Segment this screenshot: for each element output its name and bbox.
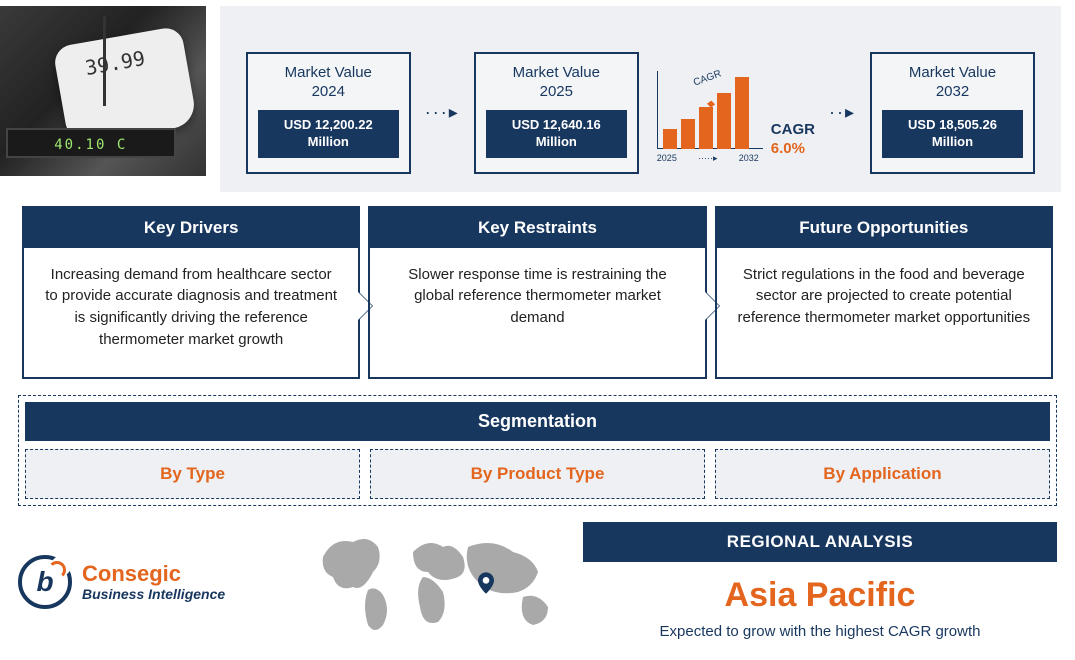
info-cards-row: Key Drivers Increasing demand from healt…: [0, 192, 1075, 379]
value-card-label: Market Value: [258, 64, 399, 83]
value-card-year: 2025: [486, 83, 627, 100]
market-values-panel: Market Value 2024 USD 12,200.22 Million …: [220, 6, 1061, 192]
cagr-axis-y: [657, 71, 658, 149]
market-values-inner: Market Value 2024 USD 12,200.22 Million …: [246, 52, 1035, 174]
value-card-amount: USD 12,640.16 Million: [486, 110, 627, 158]
hero-probe-decoration: [103, 16, 106, 106]
info-card-drivers: Key Drivers Increasing demand from healt…: [22, 206, 360, 379]
value-card-label: Market Value: [486, 64, 627, 83]
cagr-start-year: 2025: [657, 153, 677, 164]
value-card-2024: Market Value 2024 USD 12,200.22 Million: [246, 52, 411, 174]
value-card-amount: USD 12,200.22 Million: [258, 110, 399, 158]
bottom-row: b Consegic Business Intelligence REGIONA…: [0, 506, 1075, 650]
brand-name-1: Consegic: [82, 561, 225, 586]
segmentation-panel: Segmentation By Type By Product Type By …: [18, 395, 1057, 506]
segmentation-cell-product-type: By Product Type: [370, 449, 705, 499]
regional-region: Asia Pacific: [583, 576, 1057, 615]
dots-connector-icon: ···▸: [425, 102, 460, 123]
segmentation-cell-application: By Application: [715, 449, 1050, 499]
segmentation-header: Segmentation: [25, 402, 1050, 441]
map-pin-icon: [478, 572, 494, 594]
info-card-body: Strict regulations in the food and bever…: [717, 248, 1051, 339]
value-card-2032: Market Value 2032 USD 18,505.26 Million: [870, 52, 1035, 174]
brand-logo-text: Consegic Business Intelligence: [82, 561, 225, 602]
cagr-chart: CAGR 2025 ·····▸ 2032: [653, 67, 763, 159]
value-card-2025: Market Value 2025 USD 12,640.16 Million: [474, 52, 639, 174]
info-card-header: Key Restraints: [370, 208, 704, 248]
regional-note: Expected to grow with the highest CAGR g…: [583, 623, 1057, 640]
cagr-arrow-sep-icon: ·····▸: [698, 153, 718, 164]
top-row: 40.10 C Market Value 2024 USD 12,200.22 …: [0, 0, 1075, 192]
brand-name-2: Business Intelligence: [82, 586, 225, 602]
cagr-value: 6.0%: [771, 139, 815, 159]
info-card-header: Key Drivers: [24, 208, 358, 248]
value-card-amount: USD 18,505.26 Million: [882, 110, 1023, 158]
cagr-block: CAGR 2025 ·····▸ 2032 CAGR 6.0%: [653, 67, 815, 159]
value-card-label: Market Value: [882, 64, 1023, 83]
world-map-svg: [308, 522, 563, 642]
cagr-text: CAGR 6.0%: [771, 120, 815, 159]
value-card-year: 2024: [258, 83, 399, 100]
cagr-label: CAGR: [771, 120, 815, 140]
info-card-opportunities: Future Opportunities Strict regulations …: [715, 206, 1053, 379]
segmentation-row: By Type By Product Type By Application: [25, 449, 1050, 499]
info-card-restraints: Key Restraints Slower response time is r…: [368, 206, 706, 379]
regional-analysis-panel: REGIONAL ANALYSIS Asia Pacific Expected …: [583, 522, 1057, 642]
brand-logo-letter: b: [36, 566, 53, 598]
segmentation-cell-type: By Type: [25, 449, 360, 499]
brand-logo: b Consegic Business Intelligence: [18, 522, 288, 642]
regional-header: REGIONAL ANALYSIS: [583, 522, 1057, 562]
hero-image: 40.10 C: [0, 6, 206, 176]
cagr-end-year: 2032: [739, 153, 759, 164]
cagr-axis-note: CAGR: [692, 68, 723, 88]
world-map: [308, 522, 563, 642]
info-card-body: Slower response time is restraining the …: [370, 248, 704, 339]
cagr-x-labels: 2025 ·····▸ 2032: [653, 153, 763, 164]
info-card-header: Future Opportunities: [717, 208, 1051, 248]
regional-body: Asia Pacific Expected to grow with the h…: [583, 562, 1057, 640]
brand-logo-icon: b: [18, 555, 72, 609]
value-card-year: 2032: [882, 83, 1023, 100]
info-card-body: Increasing demand from healthcare sector…: [24, 248, 358, 361]
dots-connector-icon: ··▸: [829, 102, 856, 123]
hero-display-readout: 40.10 C: [6, 128, 176, 158]
